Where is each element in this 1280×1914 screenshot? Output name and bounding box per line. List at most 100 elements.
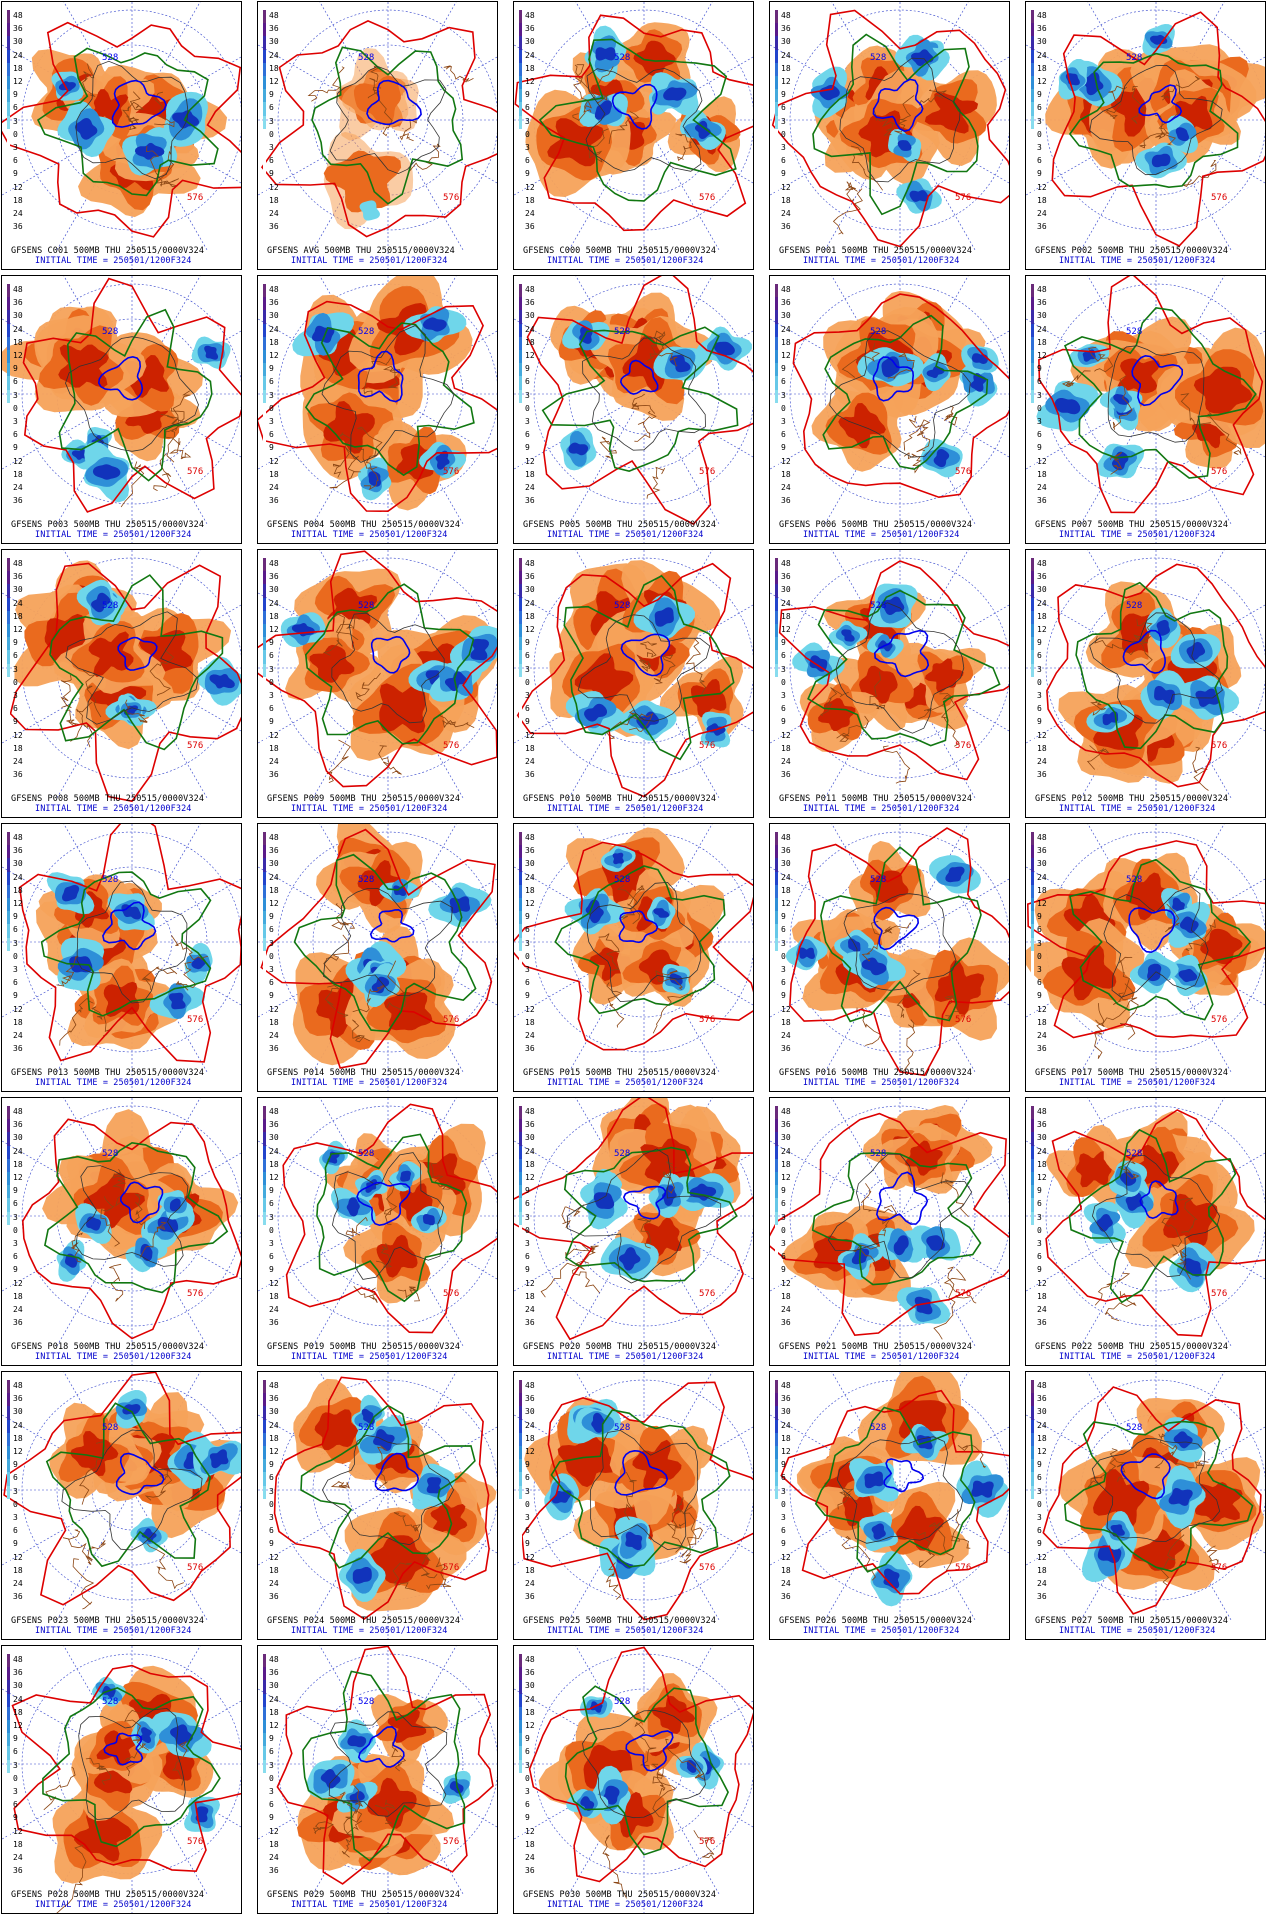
scale-tick-label: 12 xyxy=(13,1552,23,1562)
scale-segment xyxy=(775,911,778,925)
scale-segment xyxy=(263,1693,266,1707)
ensemble-panel-p016: 528 576 48 36 30 24 18 12 9 6 3 0 3 6 9 12 18 24 36 GFSENS … xyxy=(769,823,1010,1092)
scale-segment xyxy=(1031,1290,1034,1304)
coastlines xyxy=(598,884,698,1034)
scale-segment xyxy=(263,845,266,859)
scale-segment xyxy=(519,1251,522,1265)
scale-tick-label: 3 xyxy=(269,1787,274,1796)
scale-segment xyxy=(263,1865,266,1879)
hemispheric-map: 528 576 xyxy=(258,1372,497,1639)
scale-segment xyxy=(519,756,522,770)
scale-segment xyxy=(775,964,778,978)
scale-segment xyxy=(7,10,10,24)
scale-tick-label: 6 xyxy=(269,377,274,387)
scale-segment xyxy=(519,1564,522,1578)
scale-tick-label: 36 xyxy=(525,1394,535,1404)
panel-caption: GFSENS P025 500MB THU 250515/0000V324 xyxy=(523,1616,717,1626)
anomaly-color-scale: 48 36 30 24 18 12 9 6 3 0 3 6 9 12 18 24 36 xyxy=(263,1654,285,1879)
scale-tick-label: 18 xyxy=(269,1839,279,1849)
contour-label-low: 528 xyxy=(358,1697,374,1707)
scale-tick-label: 0 xyxy=(269,1773,274,1783)
scale-tick-label: 0 xyxy=(781,129,786,139)
scale-tick-label: 3 xyxy=(781,938,786,948)
scale-segment xyxy=(1031,1538,1034,1552)
contour-label-low: 528 xyxy=(614,53,630,63)
scale-tick-label: 48 xyxy=(525,1381,535,1390)
scale-segment xyxy=(519,1525,522,1539)
scale-segment xyxy=(519,495,522,509)
scale-segment xyxy=(519,1043,522,1057)
scale-segment xyxy=(263,1799,266,1813)
scale-segment xyxy=(519,1799,522,1813)
scale-segment xyxy=(1031,871,1034,885)
anomaly-color-scale: 48 36 30 24 18 12 9 6 3 0 3 6 9 12 18 24 36 xyxy=(519,284,541,509)
scale-segment xyxy=(263,455,266,469)
scale-segment xyxy=(519,323,522,337)
height-contours xyxy=(258,300,497,513)
scale-tick-label: 9 xyxy=(781,90,786,100)
scale-segment xyxy=(1031,1472,1034,1486)
scale-segment xyxy=(263,1380,266,1394)
scale-segment xyxy=(7,1198,10,1212)
scale-tick-label: 12 xyxy=(781,1173,791,1182)
scale-tick-label: 12 xyxy=(781,351,791,360)
scale-segment xyxy=(7,442,10,456)
scale-tick-label: 9 xyxy=(269,912,274,922)
scale-tick-label: 9 xyxy=(525,1186,530,1196)
scale-segment xyxy=(263,1472,266,1486)
scale-tick-label: 3 xyxy=(525,691,530,700)
panel-caption: GFSENS P027 500MB THU 250515/0000V324 xyxy=(1035,1616,1229,1626)
ensemble-panel-p015: 528 576 48 36 30 24 18 12 9 6 3 0 3 6 9 12 18 24 36 GFSENS … xyxy=(513,823,754,1092)
scale-segment xyxy=(1031,1264,1034,1278)
scale-tick-label: 30 xyxy=(13,1133,23,1143)
scale-tick-label: 12 xyxy=(13,1826,23,1836)
scale-tick-label: 18 xyxy=(13,1707,23,1717)
contour-label-low: 528 xyxy=(102,601,118,611)
scale-segment xyxy=(1031,1198,1034,1212)
scale-segment xyxy=(519,1865,522,1879)
height-contours xyxy=(18,824,241,1063)
scale-tick-label: 12 xyxy=(269,1552,279,1562)
scale-segment xyxy=(775,62,778,76)
scale-tick-label: 12 xyxy=(13,456,23,466)
initial-time-label: INITIAL TIME = 250501/1200F324 xyxy=(291,1352,448,1362)
coastlines xyxy=(82,63,179,188)
anomaly-color-scale: 48 36 30 24 18 12 9 6 3 0 3 6 9 12 18 24 36 xyxy=(1031,832,1053,1057)
scale-tick-label: 6 xyxy=(781,377,786,387)
scale-segment xyxy=(1031,1406,1034,1420)
scale-tick-label: 9 xyxy=(13,1265,18,1275)
scale-tick-label: 24 xyxy=(1037,324,1047,334)
scale-segment xyxy=(1031,168,1034,182)
scale-segment xyxy=(1031,1485,1034,1499)
scale-segment xyxy=(263,1720,266,1734)
panel-caption: GFSENS P021 500MB THU 250515/0000V324 xyxy=(779,1342,973,1352)
scale-tick-label: 36 xyxy=(13,1318,23,1328)
hemispheric-map: 528 576 xyxy=(2,1646,241,1913)
height-anomaly-shading xyxy=(1045,1111,1255,1293)
scale-tick-label: 9 xyxy=(269,443,274,453)
initial-time-label: INITIAL TIME = 250501/1200F324 xyxy=(803,1352,960,1362)
scale-tick-label: 9 xyxy=(781,717,786,727)
scale-segment xyxy=(7,1838,10,1852)
scale-tick-label: 48 xyxy=(525,285,535,294)
scale-segment xyxy=(775,1224,778,1238)
scale-tick-label: 36 xyxy=(13,1044,23,1054)
scale-tick-label: 12 xyxy=(269,1826,279,1836)
scale-tick-label: 36 xyxy=(781,1394,791,1404)
scale-segment xyxy=(775,676,778,690)
scale-tick-label: 48 xyxy=(525,1655,535,1664)
scale-segment xyxy=(775,1304,778,1318)
panel-caption: GFSENS P006 500MB THU 250515/0000V324 xyxy=(779,520,973,530)
scale-segment xyxy=(7,756,10,770)
scale-tick-label: 9 xyxy=(269,1539,274,1549)
initial-time-label: INITIAL TIME = 250501/1200F324 xyxy=(291,1626,448,1636)
initial-time-label: INITIAL TIME = 250501/1200F324 xyxy=(35,1626,192,1636)
scale-segment xyxy=(7,1512,10,1526)
scale-segment xyxy=(263,495,266,509)
scale-tick-label: 18 xyxy=(13,885,23,895)
scale-tick-label: 3 xyxy=(525,417,530,426)
scale-segment xyxy=(263,336,266,350)
scale-tick-label: 48 xyxy=(781,1381,791,1390)
scale-tick-label: 18 xyxy=(269,1433,279,1443)
scale-segment xyxy=(519,1578,522,1592)
